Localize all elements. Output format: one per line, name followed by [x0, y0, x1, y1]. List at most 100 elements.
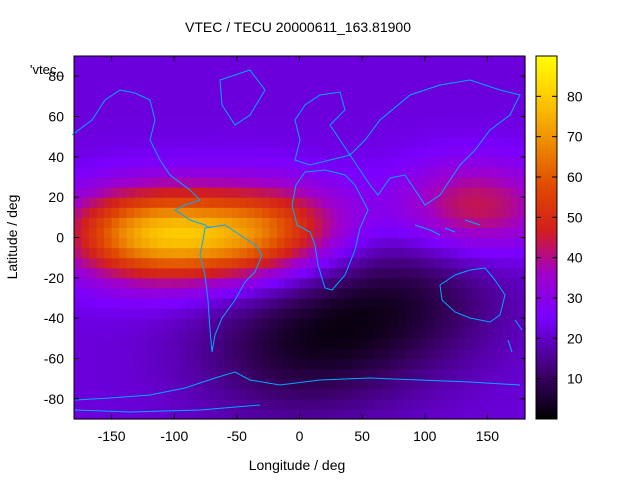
heatmap-cell	[509, 257, 519, 269]
heatmap-cell	[464, 227, 473, 239]
heatmap-cell	[412, 207, 421, 218]
coastline-overlay	[71, 69, 523, 413]
heatmap-cell	[74, 217, 83, 229]
heatmap-cell	[171, 308, 180, 319]
heatmap-cell	[246, 187, 255, 198]
heatmap-cell	[119, 76, 128, 87]
heatmap-cell	[412, 217, 421, 229]
heatmap-cell	[479, 156, 489, 168]
heatmap-cell	[119, 408, 128, 420]
heatmap-cell	[374, 338, 383, 350]
heatmap-cell	[261, 146, 271, 158]
heatmap-cell	[81, 66, 90, 77]
heatmap-cell	[179, 398, 188, 410]
heatmap-cell	[246, 86, 255, 97]
x-tick-label: -100	[160, 428, 188, 444]
heatmap-cell	[389, 287, 398, 299]
heatmap-cell	[449, 358, 458, 370]
heatmap-cell	[404, 298, 413, 309]
heatmap-cell	[359, 378, 368, 390]
heatmap-cell	[389, 66, 398, 77]
heatmap-cell	[314, 56, 323, 67]
heatmap-cell	[404, 308, 413, 319]
heatmap-cell	[434, 318, 443, 329]
heatmap-cell	[299, 126, 308, 138]
heatmap-cell	[457, 227, 466, 239]
heatmap-cell	[359, 156, 368, 168]
heatmap-cell	[291, 298, 301, 309]
heatmap-cell	[141, 227, 150, 239]
heatmap-cell	[141, 267, 150, 279]
heatmap-cell	[239, 318, 248, 329]
heatmap-cell	[517, 277, 526, 289]
heatmap-cell	[502, 156, 511, 168]
heatmap-cell	[464, 166, 473, 178]
heatmap-cell	[359, 146, 368, 158]
heatmap-cell	[442, 56, 451, 67]
heatmap-cell	[389, 217, 398, 229]
heatmap-cell	[487, 156, 496, 168]
heatmap-cell	[104, 177, 113, 188]
heatmap-cell	[96, 378, 105, 390]
heatmap-cell	[487, 277, 496, 289]
heatmap-cell	[201, 247, 210, 259]
heatmap-cell	[171, 207, 180, 218]
heatmap-cell	[156, 328, 165, 339]
heatmap-cell	[231, 308, 240, 319]
heatmap-cell	[337, 227, 346, 239]
heatmap-cell	[479, 398, 489, 410]
heatmap-cell	[509, 408, 519, 420]
heatmap-cell	[374, 126, 383, 138]
heatmap-cell	[337, 378, 346, 390]
heatmap-cell	[164, 156, 173, 168]
heatmap-cell	[119, 338, 128, 350]
heatmap-cell	[261, 378, 271, 390]
heatmap-cell	[382, 348, 391, 360]
heatmap-cell	[427, 126, 436, 138]
heatmap-cell	[419, 388, 428, 400]
heatmap-cell	[404, 408, 413, 420]
heatmap-cell	[156, 267, 165, 279]
heatmap-cell	[367, 408, 376, 420]
heatmap-cell	[487, 136, 496, 148]
heatmap-cell	[494, 177, 504, 188]
heatmap-cell	[81, 277, 90, 289]
heatmap-cell	[201, 136, 210, 148]
heatmap-cell	[502, 96, 511, 108]
heatmap-cell	[141, 136, 150, 148]
heatmap-cell	[141, 56, 150, 67]
heatmap-cell	[472, 338, 481, 350]
heatmap-cell	[96, 197, 105, 208]
heatmap-cell	[179, 197, 188, 208]
heatmap-cell	[307, 348, 316, 360]
heatmap-cell	[299, 76, 308, 87]
heatmap-cell	[509, 217, 519, 229]
heatmap-cell	[442, 267, 451, 279]
heatmap-cell	[419, 116, 428, 128]
heatmap-cell	[171, 96, 180, 108]
heatmap-cell	[517, 358, 526, 370]
heatmap-cell	[276, 338, 286, 350]
heatmap-cell	[224, 408, 233, 420]
heatmap-cell	[246, 328, 255, 339]
heatmap-cell	[134, 348, 143, 360]
x-tick-label: 150	[476, 428, 500, 444]
heatmap-cell	[487, 197, 496, 208]
heatmap-cell	[104, 368, 113, 380]
heatmap-cell	[374, 358, 383, 370]
heatmap-cell	[209, 187, 218, 198]
heatmap-cell	[111, 267, 120, 279]
heatmap-cell	[479, 76, 489, 87]
heatmap-cell	[299, 298, 308, 309]
heatmap-cell	[509, 328, 519, 339]
heatmap-cell	[111, 358, 120, 370]
heatmap-cell	[299, 308, 308, 319]
heatmap-cell	[156, 257, 165, 269]
heatmap-cell	[502, 358, 511, 370]
heatmap-cell	[126, 298, 135, 309]
heatmap-cell	[291, 237, 301, 249]
heatmap-cell	[201, 166, 210, 178]
heatmap-cell	[442, 348, 451, 360]
heatmap-cell	[89, 257, 98, 269]
heatmap-cell	[412, 197, 421, 208]
